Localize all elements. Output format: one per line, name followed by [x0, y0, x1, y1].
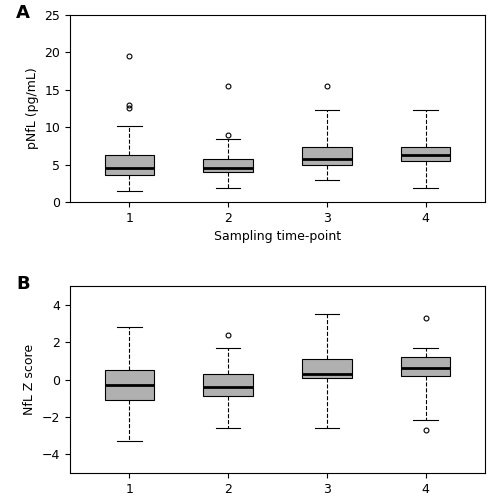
X-axis label: Sampling time-point: Sampling time-point [214, 230, 341, 243]
Text: A: A [16, 3, 30, 22]
Y-axis label: pNfL (pg/mL): pNfL (pg/mL) [26, 68, 39, 149]
PathPatch shape [401, 357, 450, 376]
PathPatch shape [104, 155, 154, 175]
PathPatch shape [302, 147, 352, 164]
Text: B: B [16, 275, 30, 293]
PathPatch shape [401, 147, 450, 161]
PathPatch shape [204, 159, 253, 172]
PathPatch shape [104, 370, 154, 400]
PathPatch shape [302, 359, 352, 377]
Y-axis label: NfL Z score: NfL Z score [24, 344, 36, 415]
PathPatch shape [204, 374, 253, 396]
